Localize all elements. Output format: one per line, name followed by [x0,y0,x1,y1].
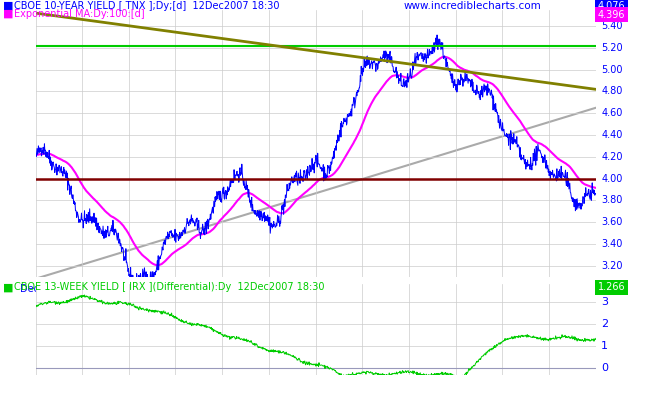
Text: 4.80: 4.80 [602,87,622,96]
Text: 5.40: 5.40 [602,21,623,31]
Text: 3.20: 3.20 [602,261,623,271]
Text: Exponential MA:Dy:100:[d]: Exponential MA:Dy:100:[d] [14,9,145,19]
Text: ■: ■ [3,282,14,292]
Text: 4.40: 4.40 [602,130,622,140]
Text: 4.00: 4.00 [602,173,622,184]
Text: 4.20: 4.20 [602,152,623,162]
Text: 1.266: 1.266 [598,282,625,292]
Text: CBOE 13-WEEK YIELD [ IRX ](Differential):Dy  12Dec2007 18:30: CBOE 13-WEEK YIELD [ IRX ](Differential)… [14,282,325,292]
Text: www.incrediblecharts.com: www.incrediblecharts.com [404,1,542,11]
Text: 4.076: 4.076 [598,1,625,11]
Text: CBOE 10-YEAR YIELD [ TNX ];Dy;[d]  12Dec2007 18:30: CBOE 10-YEAR YIELD [ TNX ];Dy;[d] 12Dec2… [14,1,280,11]
Text: 4.60: 4.60 [602,108,622,118]
Text: 3: 3 [602,297,608,307]
Text: 1: 1 [602,341,608,351]
Text: 3.80: 3.80 [602,195,622,205]
Text: 0: 0 [602,363,608,372]
Text: ■: ■ [3,1,14,11]
Text: ■: ■ [3,9,14,19]
Text: 5.00: 5.00 [602,65,623,75]
Text: 3.40: 3.40 [602,239,622,249]
Text: 5.20: 5.20 [602,43,623,53]
Text: 3.60: 3.60 [602,217,622,227]
Text: 4.396: 4.396 [598,10,625,20]
Text: 2: 2 [602,319,608,329]
